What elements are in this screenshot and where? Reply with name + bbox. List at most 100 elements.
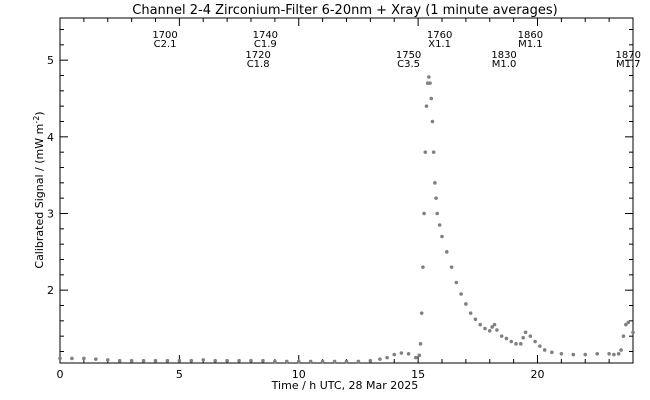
- data-series: [58, 75, 635, 364]
- data-point: [422, 211, 426, 216]
- data-point: [492, 322, 497, 327]
- data-point: [406, 352, 411, 356]
- data-point: [612, 352, 616, 357]
- data-point: [399, 351, 404, 355]
- data-point: [444, 250, 449, 254]
- y-axis-label-superscript: -2: [32, 116, 41, 124]
- flare-label: 1740: [253, 30, 278, 41]
- data-point: [94, 357, 98, 361]
- data-point: [201, 358, 206, 362]
- y-axis: 2 3 4 5: [47, 29, 633, 352]
- x-axis-label: Time / h UTC, 28 Mar 2025: [271, 379, 419, 392]
- data-point: [621, 334, 626, 338]
- data-point: [308, 359, 313, 364]
- flare-label: C1.8: [247, 59, 270, 70]
- data-point: [514, 342, 518, 346]
- data-point: [631, 330, 635, 335]
- data-point: [285, 359, 289, 364]
- x-tick-label: 5: [176, 368, 183, 381]
- data-point: [296, 359, 301, 364]
- data-point: [490, 325, 494, 329]
- data-point: [356, 359, 361, 364]
- data-point: [413, 355, 418, 360]
- data-point: [427, 75, 431, 79]
- data-point: [495, 328, 499, 332]
- data-point: [435, 211, 440, 216]
- flare-label: 1700: [152, 30, 177, 41]
- flare-label: 1860: [518, 30, 543, 41]
- y-tick-label: 2: [47, 284, 54, 297]
- flare-label: 1750: [396, 50, 421, 61]
- data-point: [165, 358, 170, 363]
- x-tick-label: 15: [411, 368, 425, 381]
- data-point: [213, 358, 217, 363]
- flare-label: C3.5: [397, 59, 420, 70]
- data-point: [437, 223, 442, 227]
- data-point: [153, 358, 158, 363]
- data-point: [249, 358, 253, 363]
- chart-title: Channel 2-4 Zirconium-Filter 6-20nm + Xr…: [132, 3, 557, 18]
- y-axis-label-main: Calibrated Signal / (mW m: [33, 124, 46, 269]
- data-point: [542, 348, 547, 352]
- flare-label: X1.1: [428, 39, 451, 50]
- y-tick-label: 4: [47, 131, 54, 144]
- data-point: [129, 358, 134, 363]
- data-point: [141, 358, 146, 363]
- data-point: [559, 352, 564, 356]
- data-point: [385, 355, 389, 360]
- data-point: [499, 334, 504, 338]
- flare-label: 1720: [245, 50, 270, 61]
- data-point: [464, 302, 468, 306]
- flare-label: 1760: [427, 30, 452, 41]
- flare-label: C2.1: [154, 39, 177, 50]
- data-point: [434, 196, 438, 200]
- data-point: [454, 280, 459, 285]
- data-point: [440, 234, 444, 239]
- x-tick-label: 10: [292, 368, 306, 381]
- x-tick-label: 20: [531, 368, 545, 381]
- data-point: [523, 330, 528, 335]
- data-point: [433, 181, 437, 185]
- data-point: [431, 150, 436, 154]
- data-point: [483, 326, 487, 331]
- y-axis-label: Calibrated Signal / (mW m-2): [32, 111, 46, 268]
- data-point: [626, 320, 631, 325]
- data-point: [273, 359, 277, 364]
- data-point: [189, 358, 194, 363]
- data-point: [237, 358, 241, 363]
- plot-frame: [59, 17, 634, 364]
- data-point: [332, 359, 337, 364]
- data-point: [518, 342, 523, 346]
- data-point: [533, 339, 537, 344]
- y-axis-label-end: ): [33, 111, 46, 115]
- data-point: [504, 336, 509, 341]
- x-axis: 0 5 10 15 20: [57, 18, 634, 381]
- data-point: [430, 119, 435, 124]
- data-point: [261, 358, 265, 363]
- data-point: [468, 311, 473, 315]
- flare-label: M1.1: [518, 39, 543, 50]
- data-point: [344, 359, 349, 364]
- data-point: [419, 311, 424, 315]
- data-point: [82, 356, 86, 361]
- flare-label: 1830: [491, 50, 516, 61]
- data-point: [607, 352, 611, 356]
- data-point: [550, 350, 554, 355]
- data-point: [509, 339, 514, 344]
- data-point: [616, 352, 621, 356]
- data-point: [424, 104, 429, 108]
- data-point: [117, 358, 122, 363]
- data-point: [368, 358, 373, 363]
- flare-label: 1870: [615, 50, 640, 61]
- data-point: [459, 292, 463, 296]
- data-point: [528, 334, 533, 338]
- data-point: [417, 353, 422, 358]
- data-point: [619, 348, 623, 352]
- data-point: [105, 358, 110, 362]
- data-point: [428, 81, 432, 85]
- data-point: [487, 329, 492, 333]
- data-point: [423, 150, 428, 154]
- data-point: [418, 342, 423, 346]
